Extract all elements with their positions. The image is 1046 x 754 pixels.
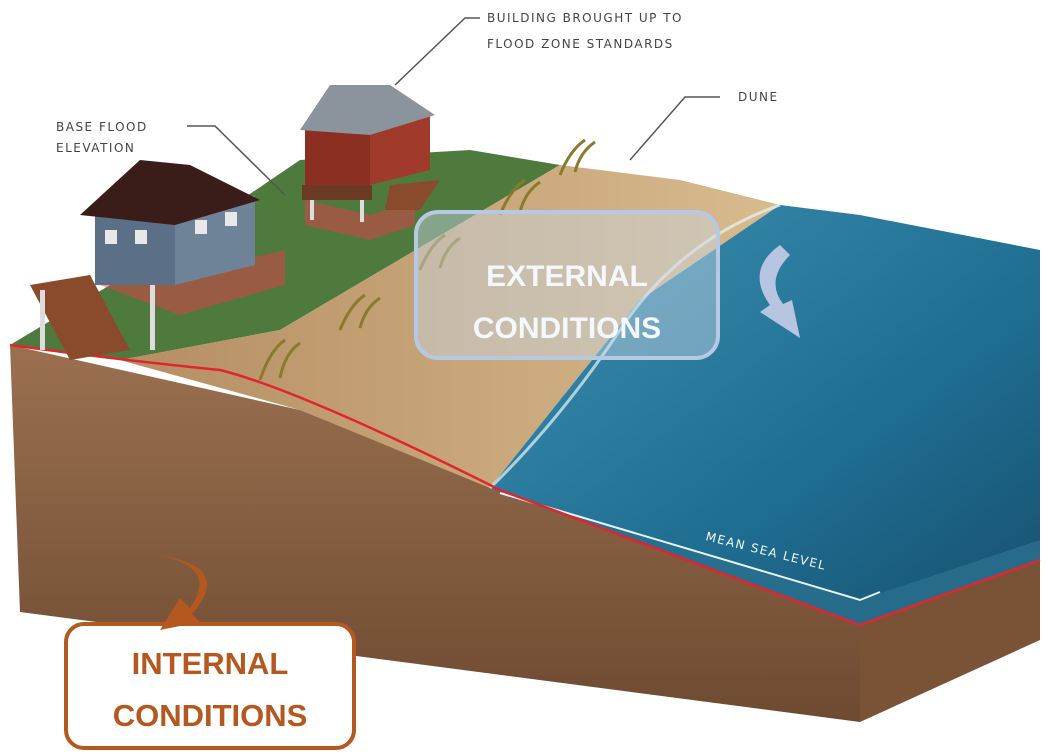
dune-label: DUNE — [738, 90, 779, 104]
diagram: BUILDING BROUGHT UP TO FLOOD ZONE STANDA… — [0, 0, 1046, 754]
building-label: FLOOD ZONE STANDARDS — [487, 37, 674, 51]
base-flood-label: BASE FLOOD — [56, 120, 148, 134]
external-text: CONDITIONS — [473, 312, 661, 345]
internal-text: INTERNAL — [132, 646, 289, 681]
internal-text: CONDITIONS — [113, 698, 308, 733]
external-text: EXTERNAL — [486, 260, 648, 293]
building-label: BUILDING BROUGHT UP TO — [487, 11, 683, 25]
base-flood-label: ELEVATION — [56, 141, 135, 155]
